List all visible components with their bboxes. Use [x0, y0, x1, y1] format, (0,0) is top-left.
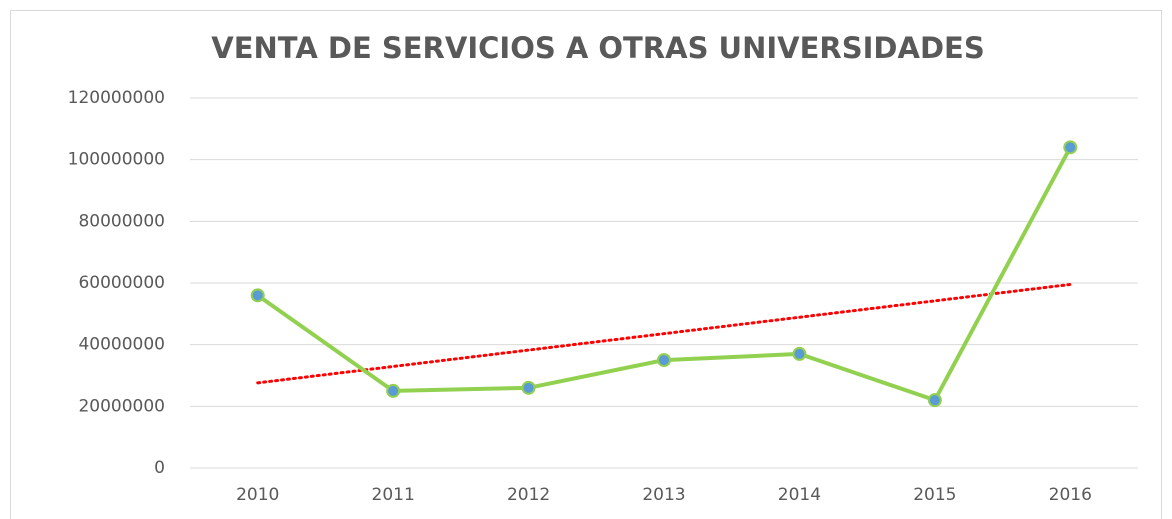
x-tick-label: 2010	[236, 485, 279, 505]
y-tick-label: 0	[154, 458, 165, 478]
y-tick-label: 80000000	[78, 211, 165, 231]
point-marker	[657, 353, 671, 368]
trendline	[256, 282, 1072, 385]
x-tick-label: 2015	[913, 485, 956, 505]
y-tick-label: 120000000	[68, 88, 165, 108]
point-marker	[1063, 140, 1078, 155]
y-tick-label: 60000000	[78, 273, 165, 293]
point-marker	[792, 346, 807, 361]
point-marker	[521, 380, 536, 395]
y-tick-label: 20000000	[78, 396, 165, 416]
x-tick-label: 2013	[642, 485, 685, 505]
x-tick-label: 2014	[778, 485, 821, 505]
chart-title: VENTA DE SERVICIOS A OTRAS UNIVERSIDADES	[211, 31, 984, 65]
y-tick-label: 40000000	[78, 335, 165, 355]
x-tick-label: 2012	[507, 485, 550, 505]
y-tick-label: 100000000	[68, 150, 165, 170]
point-marker	[927, 393, 942, 408]
chart-frame	[10, 10, 1162, 519]
x-tick-label: 2016	[1049, 485, 1092, 505]
x-tick-label: 2011	[372, 485, 415, 505]
point-marker	[386, 383, 401, 398]
point-marker	[250, 288, 265, 303]
